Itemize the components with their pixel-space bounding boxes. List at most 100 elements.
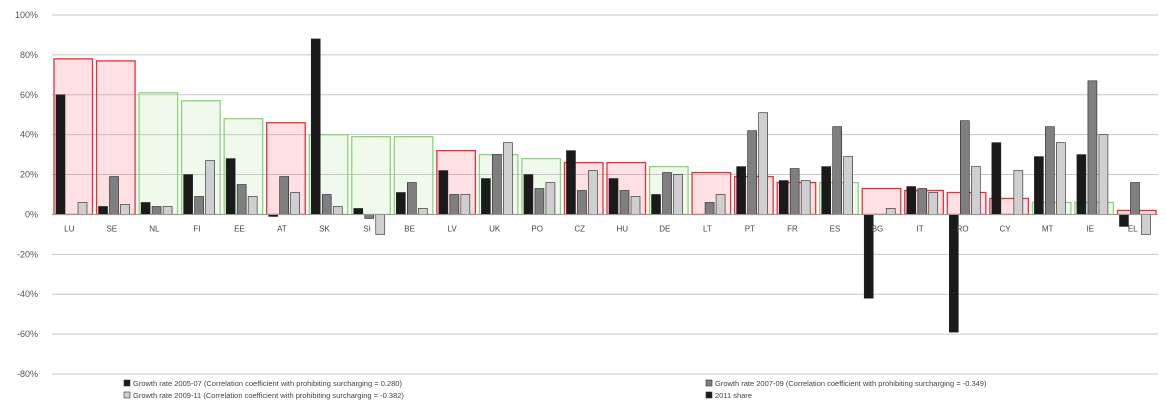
growth-bars [55,38,1151,333]
bar-3-hu [630,196,641,215]
category-label-at: AT [277,224,287,233]
category-labels: LU SE NL FI EE AT SK SI BE LV UK PO CZ HU DE LT PT FR ES BG… [64,224,1138,233]
bar-1-se [98,206,108,215]
bar-2-es [832,126,842,215]
y-tick-label: 20% [20,170,38,180]
category-label-lu: LU [64,224,74,233]
bar-2-el [1130,182,1140,215]
bar-3-fr [800,180,811,215]
bar-3-sk [332,206,343,215]
bar-1-po [523,174,534,215]
legend-label-4: 2011 share [715,391,752,400]
bar-1-uk [481,178,491,215]
bar-2-ro [960,120,970,215]
bar-2-se [109,176,119,215]
bar-1-de [651,194,661,215]
y-tick-label: -80% [17,369,38,379]
bar-2-lt [704,202,715,215]
legend-swatch-1 [123,379,131,387]
category-label-po: PO [531,224,543,233]
legend-swatch-2 [705,379,713,387]
category-label-cy: CY [1000,224,1012,233]
category-label-el: EL [1128,224,1138,233]
legend-label-2: Growth rate 2007-09 (Correlation coeffic… [715,379,987,388]
bar-2-de [662,172,672,215]
bar-2-sk [321,194,332,215]
bar-3-de [673,174,683,215]
category-label-ro: RO [957,224,969,233]
bar-1-be [396,192,406,215]
bar-3-cy [1013,170,1024,215]
bar-3-mt [1056,142,1066,215]
category-label-fr: FR [787,224,798,233]
bar-3-pt [758,112,768,215]
bar-2-it [917,188,928,215]
y-tick-label: -60% [17,329,38,339]
bar-3-at [290,192,300,215]
share-box-si [351,136,391,216]
bar-1-lu [55,94,66,215]
bar-1-sk [310,38,321,215]
legend: Growth rate 2005-07 (Correlation coeffic… [123,379,987,400]
category-label-de: DE [659,224,670,233]
category-label-ee: EE [234,224,245,233]
y-tick-label: -20% [17,249,38,259]
category-label-hu: HU [616,224,628,233]
bar-2-uk [492,154,502,215]
bar-3-ro [971,166,981,215]
bar-3-uk [503,142,513,215]
bar-2-ee [236,184,247,215]
bar-3-be [418,208,428,215]
category-label-si: SI [363,224,371,233]
bar-2-po [534,188,545,215]
category-label-sk: SK [319,224,330,233]
category-label-lv: LV [448,224,458,233]
legend-swatch-4 [705,391,713,399]
category-label-se: SE [106,224,117,233]
y-tick-label: 0% [25,209,38,219]
gridlines [52,14,1158,375]
bar-3-ee [247,196,258,215]
legend-label-3: Growth rate 2009-11 (Correlation coeffic… [133,391,404,400]
category-label-ie: IE [1086,224,1094,233]
bar-2-at [279,176,289,215]
bar-1-lv [438,170,449,215]
y-tick-label: 60% [20,90,38,100]
bar-3-nl [162,206,173,215]
category-label-es: ES [830,224,841,233]
bar-2-fi [194,196,204,215]
category-label-be: BE [404,224,415,233]
category-label-bg: BG [872,224,884,233]
y-tick-label: 100% [15,10,38,20]
bar-1-cz [566,150,576,215]
bar-1-mt [1034,156,1044,215]
bar-1-hu [608,178,619,215]
bar-3-lt [715,194,726,215]
bar-2-si [364,214,375,219]
bar-3-bg [885,208,896,215]
category-label-uk: UK [489,224,501,233]
bar-3-el [1141,214,1151,235]
bar-1-fi [183,174,193,215]
bar-2-fr [789,168,800,215]
bar-2-lv [449,194,460,215]
bar-3-lu [77,202,88,215]
bar-3-lv [460,194,471,215]
bar-3-po [545,182,556,215]
y-tick-label: 40% [20,130,38,140]
legend-label-1: Growth rate 2005-07 (Correlation coeffic… [133,379,402,388]
category-label-pt: PT [745,224,755,233]
legend-swatch-3 [123,391,131,399]
y-tick-label: -40% [17,289,38,299]
bar-3-es [843,156,853,215]
bar-1-it [906,186,917,215]
bar-2-ie [1087,80,1098,215]
bar-3-cz [588,170,598,215]
y-tick-label: 80% [20,50,38,60]
bar-1-ee [225,158,236,215]
bar-2-hu [619,190,630,215]
category-label-lt: LT [703,224,712,233]
category-label-cz: CZ [574,224,585,233]
category-label-it: IT [916,224,923,233]
